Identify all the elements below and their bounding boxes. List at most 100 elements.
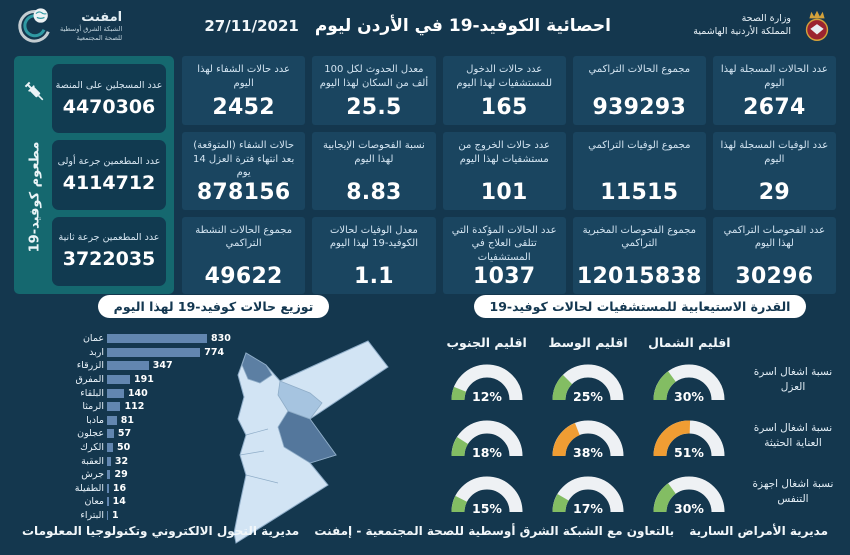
stat-label: مجموع الوفيات التراكمي	[588, 140, 691, 151]
stat-card: عدد حالات الشفاء لهذا اليوم 2452	[182, 56, 306, 125]
bar	[107, 415, 117, 425]
stats-grid: عدد الحالات المسجلة لهذا اليوم 2674 عدد ال…	[182, 56, 836, 294]
ministry-logo-block: وزارة الصحة المملكة الأردنية الهاشمية	[693, 7, 836, 45]
stat-label: حالات الشفاء (المتوقعة) بعد انتهاء فترة …	[193, 140, 295, 178]
vaccination-cards: عدد المسجلين على المنصة 4470306 عدد المطعم…	[52, 64, 166, 286]
gauge-cell: 25%	[537, 354, 638, 406]
title-block: احصائية الكوفيد-19 في الأردن ليوم 27/11/…	[132, 16, 683, 36]
bar-value-label: 81	[120, 414, 134, 426]
stat-value: 2674	[743, 95, 806, 120]
bar-category-label: الكرك	[80, 442, 104, 454]
emphnet-subtitle-2: للصحة المجتمعية	[76, 33, 123, 42]
bar-chart-row: اربد 774	[2, 346, 247, 360]
stat-label: معدل الوفيات لحالات الكوفيد-19 لهذا اليو…	[329, 224, 418, 250]
bar	[107, 470, 111, 480]
gauge-value-label: 15%	[472, 501, 502, 516]
stat-card: حالات الشفاء (المتوقعة) بعد انتهاء فترة …	[182, 132, 306, 210]
stats-section: عدد الحالات المسجلة لهذا اليوم 2674 عدد ال…	[0, 52, 850, 294]
stat-value: 11515	[600, 179, 679, 205]
bar-chart-row: عمان 830	[2, 332, 247, 346]
vaccination-vertical-label: مطعوم كوفيد-19	[27, 141, 43, 253]
gauge-value-label: 12%	[472, 389, 502, 404]
bar-category-label: العقبة	[81, 455, 104, 467]
bar-category-label: مادبا	[86, 414, 104, 426]
stat-card: عدد حالات الخروج من مستشفيات لهذا اليوم 1…	[442, 132, 566, 210]
gauge-value-label: 30%	[674, 389, 704, 404]
gauge-row-label: نسبة اشغال اسرة العناية الحثيثة	[753, 422, 833, 449]
bar-value-label: 14	[112, 496, 126, 508]
gauge-value-label: 30%	[674, 501, 704, 516]
bar-chart-section: توزيع حالات كوفيد-19 لهذا اليوم عمان 830 ا…	[0, 295, 427, 544]
bar-value-label: 830	[211, 333, 231, 345]
bar-chart-row: معان 14	[2, 495, 247, 509]
vaccination-card-label: عدد المطعمين جرعة ثانية	[58, 232, 160, 244]
gauge-chart: 17%	[552, 476, 624, 516]
bar-chart: عمان 830 اربد 774 الزرقاء 347 المفرق 191 البلقاء…	[2, 332, 247, 522]
vaccination-card-label: عدد المطعمين جرعة أولى	[57, 156, 161, 168]
bar-value-label: 191	[134, 374, 154, 386]
stat-label: عدد الفحوصات التراكمي لهذا اليوم	[723, 224, 826, 250]
bar-chart-row: الرمثا 112	[2, 400, 247, 414]
bar-value-label: 32	[114, 455, 129, 467]
bar-value-label: 1	[112, 510, 119, 522]
gauge-cell: 15%	[436, 466, 537, 518]
bar	[107, 347, 201, 357]
gauge-grid: اقليم الشمال اقليم الوسط اقليم الجنوب نسبة …	[436, 333, 846, 518]
stat-value: 30296	[735, 264, 814, 289]
gauge-column-header: اقليم الجنوب	[446, 335, 527, 350]
bar-category-label: البتراء	[80, 510, 104, 522]
gauge-column-header: اقليم الشمال	[648, 335, 731, 350]
footer-collaboration-note: بالتعاون مع الشبكة الشرق أوسطية للصحة ال…	[314, 524, 675, 538]
vaccination-card-value: 4114712	[62, 171, 156, 194]
stat-label: نسبة الفحوصات الإيجابية لهذا اليوم	[323, 140, 425, 165]
bar-chart-title: توزيع حالات كوفيد-19 لهذا اليوم	[97, 295, 330, 318]
stat-label: مجموع الفحوصات المخبرية التراكمي	[582, 224, 696, 250]
bar	[107, 402, 121, 412]
stat-value: 939293	[592, 95, 687, 120]
footer-communicable-diseases-directorate: مديرية الأمراض السارية	[689, 524, 828, 538]
vaccination-card: عدد المطعمين جرعة ثانية 3722035	[52, 216, 166, 286]
gauge-chart: 25%	[552, 364, 624, 404]
stat-value: 165	[480, 95, 528, 120]
bar	[107, 511, 108, 521]
bar-value-label: 57	[117, 428, 132, 440]
footer-it-directorate: مديرية التحول الالكتروني وتكنولوجيا المع…	[22, 524, 300, 538]
gauge-cell: 38%	[537, 410, 638, 462]
stat-card: معدل الوفيات لحالات الكوفيد-19 لهذا اليو…	[312, 216, 436, 294]
bar	[107, 443, 114, 453]
vaccination-card: عدد المسجلين على المنصة 4470306	[52, 64, 166, 134]
bar-chart-row: جرش 29	[2, 468, 247, 482]
emphnet-logo-icon	[18, 8, 50, 43]
emphnet-subtitle-1: الشبكة الشرق أوسطية	[60, 25, 123, 34]
map-internal-borders	[239, 428, 279, 484]
bar-chart-row: مادبا 81	[2, 414, 247, 428]
bar-category-label: جرش	[81, 469, 104, 481]
stat-label: عدد حالات الخروج من مستشفيات لهذا اليوم	[458, 140, 550, 165]
stat-card: عدد حالات الدخول للمستشفيات لهذا اليوم 16…	[442, 56, 566, 125]
bar-chart-row: البلقاء 140	[2, 386, 247, 400]
gauge-cell: 30%	[639, 354, 740, 406]
ministry-of-health-emblem-icon	[805, 10, 829, 41]
bar-value-label: 112	[124, 401, 145, 413]
bar-value-label: 29	[114, 469, 128, 481]
stat-label: عدد الوفيات المسجلة لهذا اليوم	[720, 140, 829, 165]
gauge-chart: 51%	[653, 420, 725, 460]
vaccination-card-label: عدد المسجلين على المنصة	[55, 79, 163, 91]
gauge-row-label: نسبة اشغال اسرة العزل	[753, 366, 833, 393]
gauge-cell: 51%	[639, 410, 740, 462]
gauge-value-label: 17%	[573, 501, 603, 516]
bar-chart-row: العقبة 32	[2, 454, 247, 468]
emphnet-name: امفنت	[81, 10, 123, 26]
gauge-column-header: اقليم الوسط	[548, 335, 628, 350]
bar-chart-row: الطفيلة 16	[2, 482, 247, 496]
gauge-chart: 12%	[451, 364, 523, 404]
bar-category-label: معان	[84, 496, 104, 508]
bar-chart-row: الزرقاء 347	[2, 359, 247, 373]
gauge-chart: 18%	[451, 420, 523, 460]
stat-value: 12015838	[576, 264, 702, 289]
stat-value: 1.1	[353, 264, 394, 289]
bar	[107, 456, 111, 466]
stat-card: عدد الوفيات المسجلة لهذا اليوم 29	[712, 132, 836, 210]
gauge-cell: 18%	[436, 410, 537, 462]
